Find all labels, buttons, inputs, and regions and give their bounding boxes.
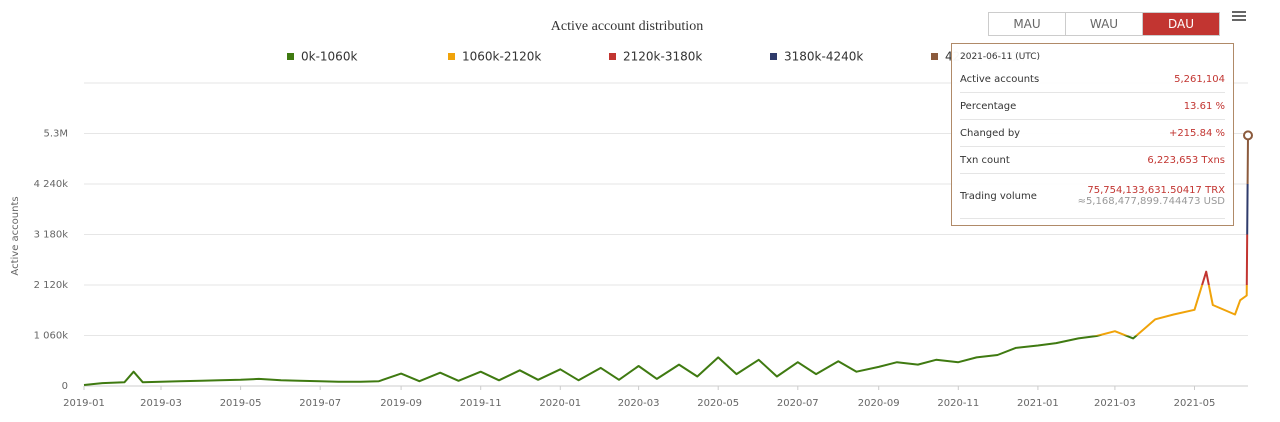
menu-button[interactable] (1232, 9, 1246, 23)
data-line (83, 135, 1249, 386)
y-tick-label: 0 (62, 381, 68, 392)
y-tick-label: 5.3M (43, 129, 68, 140)
x-tick-label: 2021-05 (1174, 398, 1216, 409)
x-tick-label: 2020-03 (618, 398, 660, 409)
legend-swatch (770, 53, 777, 60)
tooltip-value: 5,261,104 (1174, 73, 1225, 85)
tooltip-label: Percentage (960, 100, 1017, 112)
x-tick-label: 2019-11 (460, 398, 502, 409)
tooltip-value-wrap: +215.84 % (1169, 128, 1225, 139)
tooltip-value-wrap: 5,261,104 (1174, 74, 1225, 85)
legend-label: 3180k-4240k (784, 50, 863, 64)
tooltip-value: 6,223,653 Txns (1147, 154, 1225, 166)
hover-marker (1243, 130, 1253, 141)
tooltip-label: Changed by (960, 127, 1021, 139)
tooltip-row: Txn count 6,223,653 Txns (960, 147, 1225, 174)
y-axis-label: Active accounts (10, 196, 21, 275)
tooltip-value: +215.84 % (1168, 127, 1225, 139)
y-tick-label: 4 240k (34, 179, 69, 190)
x-tick-label: 2020-01 (539, 398, 581, 409)
x-tick-label: 2019-09 (380, 398, 422, 409)
tooltip: 2021-06-11 (UTC) Active accounts 5,261,10… (951, 43, 1234, 226)
tooltip-zone: (UTC) (1015, 52, 1041, 62)
y-tick-label: 2 120k (34, 280, 69, 291)
y-tick-label: 3 180k (34, 230, 69, 241)
range-button[interactable]: WAU (1066, 13, 1143, 35)
legend-swatch (609, 53, 616, 60)
tooltip-row: Active accounts 5,261,104 (960, 66, 1225, 93)
legend-swatch (931, 53, 938, 60)
tooltip-header: 2021-06-11 (UTC) (960, 48, 1225, 66)
range-buttons: MAU WAU DAU (988, 12, 1220, 36)
tooltip-date: 2021-06-11 (960, 52, 1013, 62)
tooltip-value: 13.61 % (1183, 100, 1225, 112)
x-tick-label: 2019-05 (220, 398, 262, 409)
x-tick-label: 2020-09 (858, 398, 900, 409)
legend-swatch (287, 53, 294, 60)
x-tick-label: 2020-07 (777, 398, 819, 409)
legend-label: 0k-1060k (301, 50, 357, 64)
x-tick-label: 2020-11 (937, 398, 979, 409)
tooltip-row: Percentage 13.61 % (960, 93, 1225, 120)
y-tick-label: 1 060k (34, 331, 69, 342)
tooltip-value: 75,754,133,631.50417 TRX (1087, 185, 1225, 196)
legend-swatch (448, 53, 455, 60)
x-tick-label: 2019-01 (63, 398, 105, 409)
tooltip-row: Changed by +215.84 % (960, 120, 1225, 147)
x-tick-label: 2019-03 (140, 398, 182, 409)
tooltip-row: Trading volume 75,754,133,631.50417 TRX ≈5… (960, 174, 1225, 219)
x-tick-label: 2020-05 (697, 398, 739, 409)
tooltip-label: Trading volume (960, 190, 1037, 202)
legend-label: 2120k-3180k (623, 50, 702, 64)
legend: 0k-1060k 1060k-2120k 2120k-3180k 3180k-4240… (287, 50, 1024, 64)
tooltip-value-wrap: 13.61 % (1184, 101, 1225, 112)
range-button[interactable]: MAU (989, 13, 1066, 35)
tooltip-subvalue: ≈5,168,477,899.744473 USD (1077, 196, 1225, 207)
legend-label: 1060k-2120k (462, 50, 541, 64)
x-tick-label: 2021-03 (1094, 398, 1136, 409)
tooltip-label: Active accounts (960, 73, 1040, 85)
tooltip-value-wrap: 75,754,133,631.50417 TRX ≈5,168,477,899.7… (1078, 185, 1225, 207)
range-button[interactable]: DAU (1143, 13, 1219, 35)
x-tick-label: 2021-01 (1017, 398, 1059, 409)
tooltip-value-wrap: 6,223,653 Txns (1147, 155, 1225, 166)
x-tick-label: 2019-07 (299, 398, 341, 409)
chart-title: Active account distribution (551, 19, 703, 34)
tooltip-label: Txn count (960, 154, 1010, 166)
